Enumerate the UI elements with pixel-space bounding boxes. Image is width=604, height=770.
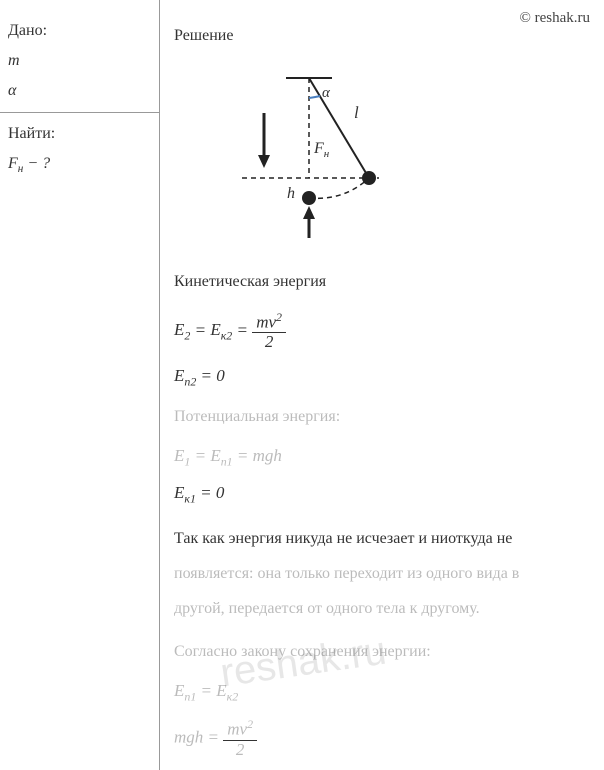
diagram-l: l — [354, 103, 359, 122]
find-fn: Fн − ? — [8, 155, 151, 175]
potential-energy-label: Потенциальная энергия: — [174, 403, 590, 432]
page-container: Дано: m α Найти: Fн − ? Решение — [0, 0, 604, 770]
find-F: F — [8, 155, 18, 172]
eq-e1: E1 = Eп1 = mgh — [174, 446, 590, 469]
eq-e2: E2 = Eк2 = mv2 2 — [174, 311, 590, 352]
given-alpha: α — [8, 82, 151, 100]
svg-text:Fн: Fн — [313, 140, 330, 160]
diagram-h: h — [287, 185, 295, 202]
eq1-E2: E2 — [174, 320, 190, 339]
diagram-F-sub: н — [324, 148, 330, 160]
pendulum-diagram: α l Fн h — [214, 63, 590, 248]
diagram-alpha: α — [322, 85, 331, 101]
solution-column: Решение — [160, 0, 604, 770]
find-tail: − ? — [23, 155, 50, 172]
kinetic-energy-label: Кинетическая энергия — [174, 268, 590, 297]
given-column: Дано: m α Найти: Fн − ? — [0, 0, 160, 770]
eq6-fraction: mv2 2 — [223, 718, 257, 759]
given-m: m — [8, 52, 151, 70]
energy-conservation-text: Так как энергия никуда не исчезает и нио… — [174, 521, 590, 627]
conservation-law-label: Согласно закону сохранения энергии: — [174, 638, 590, 667]
given-label: Дано: — [8, 22, 151, 40]
para1-line1: Так как энергия никуда не исчезает и нио… — [174, 521, 590, 556]
eq-mgh: mgh = mv2 2 — [174, 718, 590, 759]
para1-line3: другой, передается от одного тела к друг… — [174, 591, 590, 626]
diagram-svg: α l Fн h — [214, 63, 414, 243]
diagram-F: F — [313, 140, 324, 157]
eq-ep2: Eп2 = 0 — [174, 366, 590, 389]
eq1-fraction: mv2 2 — [252, 311, 286, 352]
eq1-Ek2: Eк2 — [210, 320, 232, 339]
divider-line — [0, 112, 159, 113]
solution-label: Решение — [174, 22, 590, 51]
eq-ek1: Eк1 = 0 — [174, 483, 590, 506]
find-label: Найти: — [8, 125, 151, 143]
para1-line2: появляется: она только переходит из одно… — [174, 556, 590, 591]
eq-ep1-ek2: Eп1 = Eк2 — [174, 681, 590, 704]
